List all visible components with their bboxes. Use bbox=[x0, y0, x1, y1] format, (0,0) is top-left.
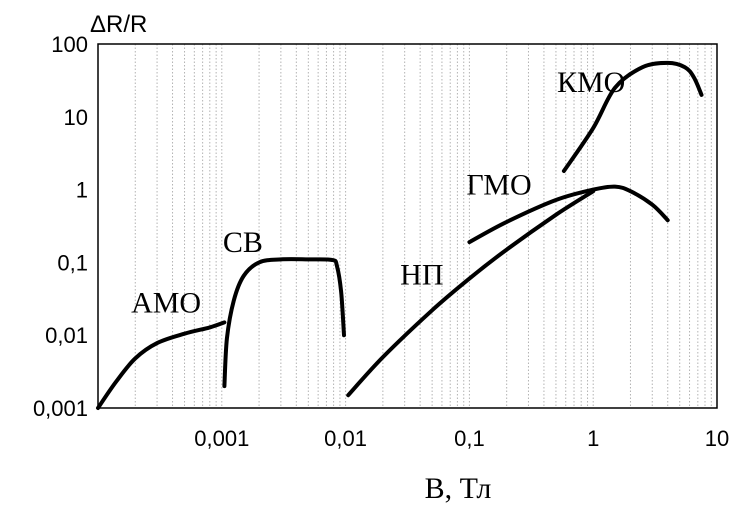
grid bbox=[134, 44, 712, 408]
y-tick-label: 0,01 bbox=[45, 323, 88, 348]
curve-3 bbox=[467, 184, 670, 245]
curve-labels: АМО СВ НП ГМО КМО bbox=[131, 66, 625, 320]
curve-label: КМО bbox=[557, 66, 625, 99]
y-tick-label: 1 bbox=[76, 178, 88, 203]
curve-1 bbox=[222, 257, 346, 389]
plot-frame bbox=[97, 43, 718, 409]
y-tick-label: 10 bbox=[64, 105, 88, 130]
curve-4 bbox=[561, 60, 704, 173]
y-tick-label: 0,001 bbox=[33, 396, 88, 421]
curve-label: НП bbox=[400, 258, 443, 291]
curves bbox=[96, 60, 704, 410]
curve-label: АМО bbox=[131, 287, 201, 320]
x-tick-label: 10 bbox=[705, 426, 729, 451]
y-tick-label: 0,1 bbox=[57, 250, 88, 275]
x-tick-label: 1 bbox=[587, 426, 599, 451]
x-axis-label: B, Тл bbox=[425, 472, 492, 505]
curve-0 bbox=[96, 320, 227, 410]
x-tick-label: 0,001 bbox=[194, 426, 249, 451]
curve-2 bbox=[346, 189, 596, 398]
tick-labels: 0,001 0,01 0,1 1 10 0,001 0,01 0,1 1 10 100 bbox=[33, 32, 729, 451]
y-tick-label: 100 bbox=[51, 32, 88, 57]
x-tick-label: 0,1 bbox=[454, 426, 485, 451]
curve-label: СВ bbox=[223, 226, 263, 259]
y-axis-label: ΔR/R bbox=[90, 11, 147, 38]
curve-label: ГМО bbox=[466, 169, 531, 202]
x-tick-label: 0,01 bbox=[324, 426, 367, 451]
